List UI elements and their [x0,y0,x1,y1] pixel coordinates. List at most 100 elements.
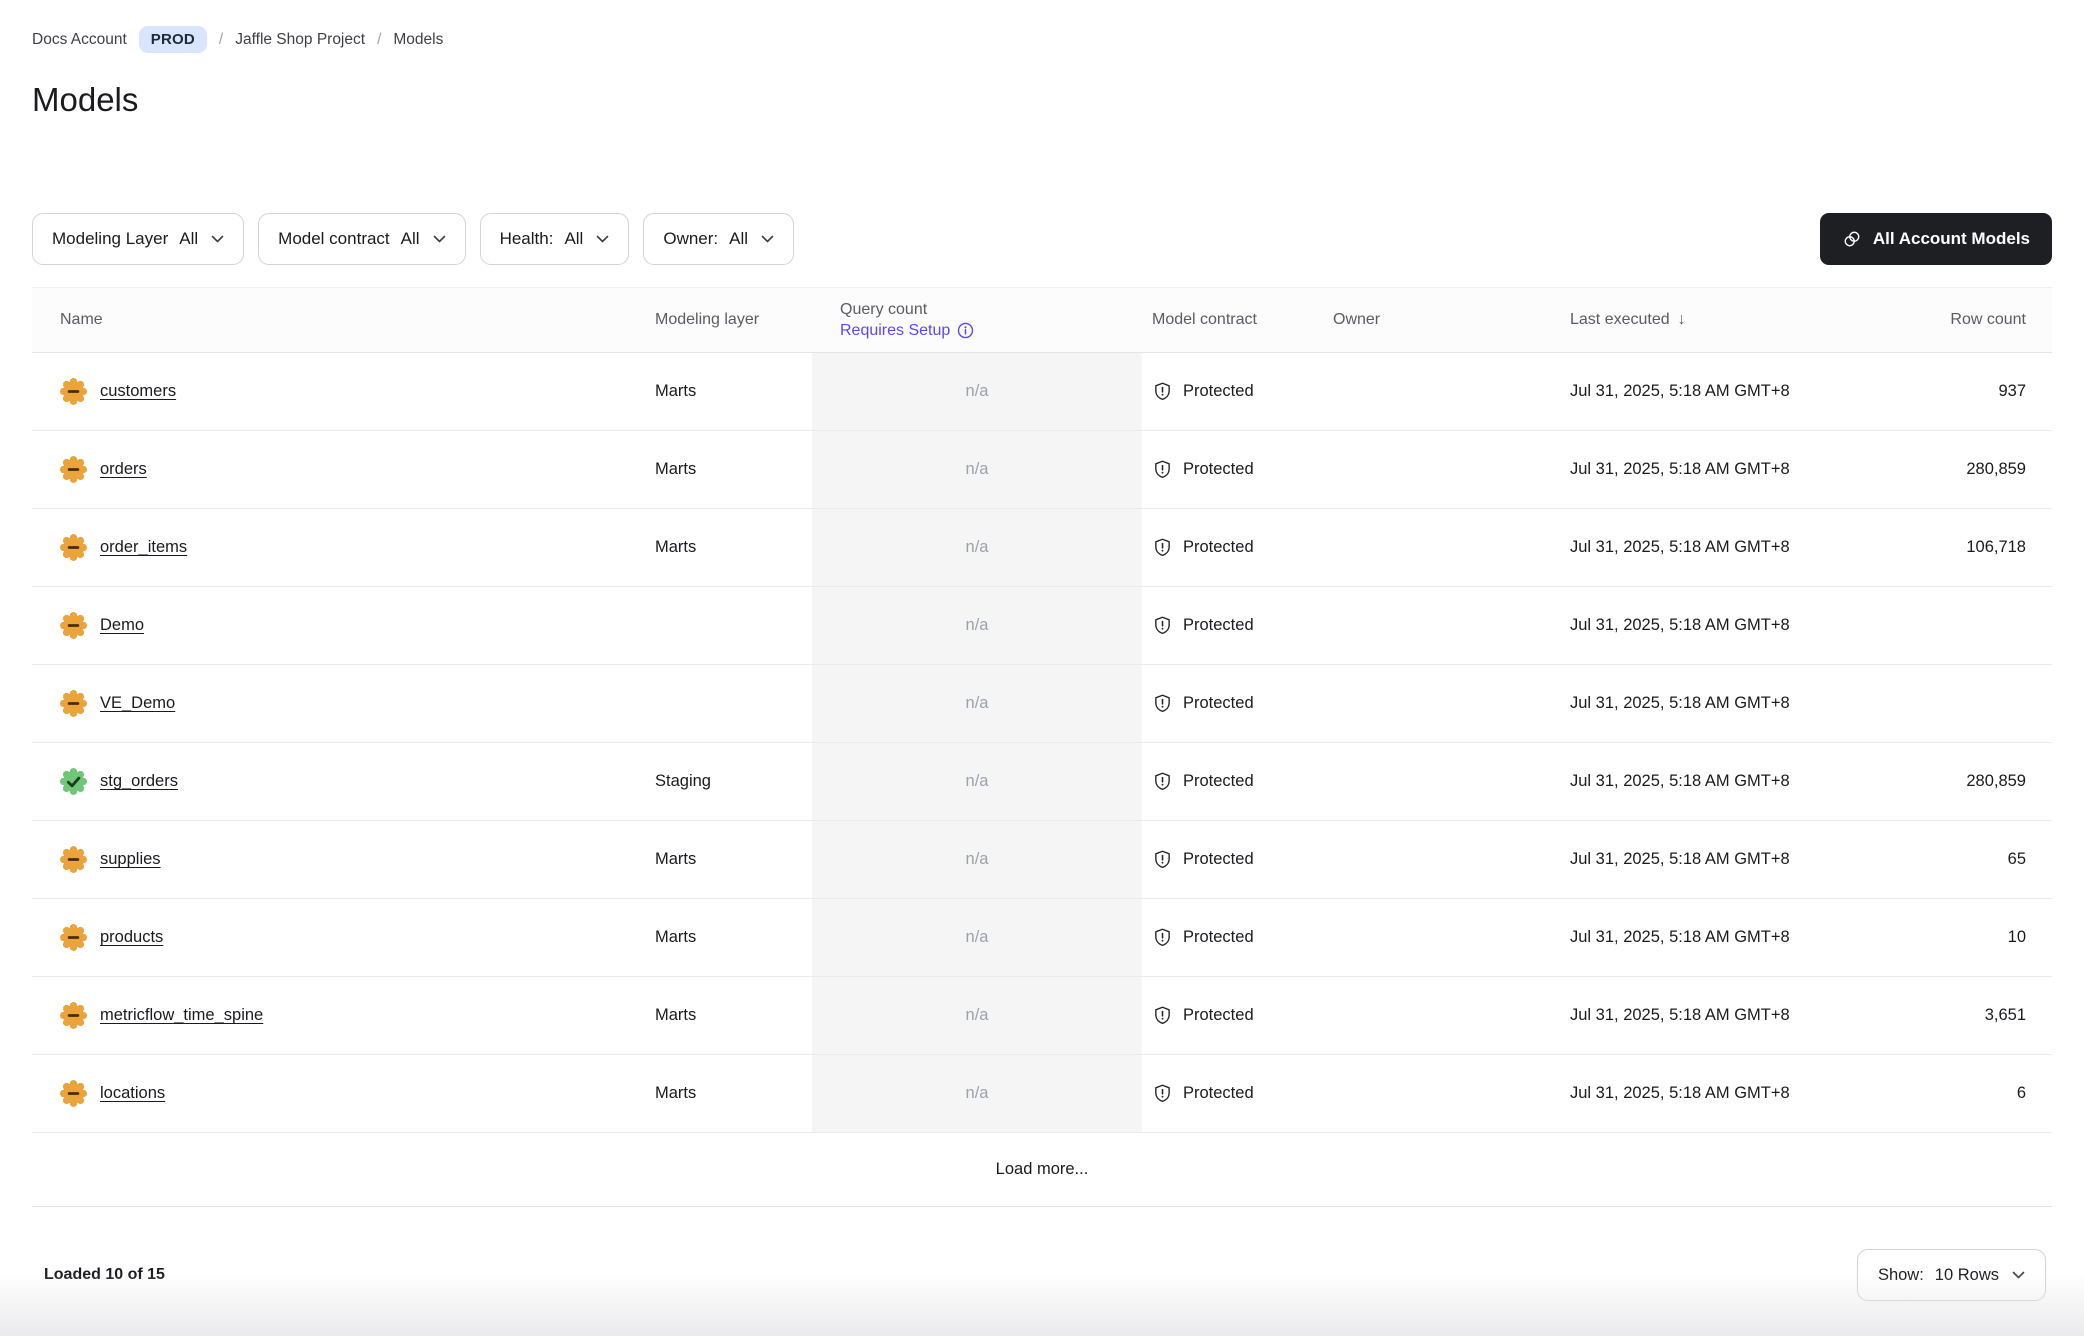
breadcrumb-account[interactable]: Docs Account [32,30,127,48]
modeling-layer-cell: Marts [655,382,697,400]
model-contract-label: Protected [1183,850,1254,868]
row-count-cell: 280,859 [1966,772,2026,790]
query-count-cell: n/a [812,587,1142,664]
query-count-cell: n/a [812,431,1142,508]
model-contract-label: Protected [1183,616,1254,634]
query-count-cell: n/a [812,1055,1142,1132]
row-count-cell: 6 [2016,1084,2026,1102]
column-header-last-executed[interactable]: Last executed ↓ [1570,311,1686,328]
table-row: order_items Marts n/a Protected Jul 31, … [32,509,2052,587]
chevron-down-icon [597,235,609,243]
table-row: locations Marts n/a Protected Jul 31, 20… [32,1055,2052,1133]
shield-exclamation-icon [1155,772,1170,790]
table-footer: Loaded 10 of 15 Show: 10 Rows [32,1249,2052,1301]
show-rows-dropdown[interactable]: Show: 10 Rows [1856,1249,2046,1301]
health-badge-icon [60,378,87,405]
last-executed-cell: Jul 31, 2025, 5:18 AM GMT+8 [1570,850,1790,868]
table-row: customers Marts n/a Protected Jul 31, 20… [32,353,2052,431]
model-link[interactable]: products [100,928,164,946]
filter-owner[interactable]: Owner: All [643,213,795,265]
breadcrumb-separator: / [377,30,382,48]
page-title: Models [32,81,139,118]
table-row: stg_orders Staging n/a Protected Jul 31,… [32,743,2052,821]
model-link[interactable]: orders [100,460,147,478]
load-more-button[interactable]: Load more... [32,1133,2052,1207]
sort-descending-icon: ↓ [1677,311,1686,328]
column-header-row-count[interactable]: Row count [1950,311,2026,328]
model-link[interactable]: metricflow_time_spine [100,1006,264,1024]
breadcrumb-project[interactable]: Jaffle Shop Project [235,30,366,48]
name-cell: orders [32,431,642,508]
filter-label: Health: [499,229,554,248]
health-badge-icon [60,456,87,483]
breadcrumb: Docs Account PROD / Jaffle Shop Project … [32,0,2052,53]
owner-cell [1322,509,1542,586]
model-link[interactable]: customers [100,382,177,400]
all-account-models-label: All Account Models [1872,229,2030,248]
model-contract-cell: Protected [1142,899,1322,976]
name-cell: Demo [32,587,642,664]
filter-value: All [179,229,199,248]
name-cell: metricflow_time_spine [32,977,642,1054]
model-contract-cell: Protected [1142,743,1322,820]
model-link[interactable]: supplies [100,850,161,868]
requires-setup-link[interactable]: Requires Setup [840,322,974,340]
modeling-layer-cell: Marts [655,1084,697,1102]
model-link[interactable]: locations [100,1084,166,1102]
health-badge-icon [60,768,87,795]
row-count-cell: 3,651 [1984,1006,2026,1024]
model-contract-cell: Protected [1142,665,1322,742]
last-executed-cell: Jul 31, 2025, 5:18 AM GMT+8 [1570,1084,1790,1102]
chevron-down-icon [211,235,224,243]
toolbar: Modeling Layer All Model contract All He… [32,213,2052,265]
all-account-models-button[interactable]: All Account Models [1819,213,2052,265]
last-executed-cell: Jul 31, 2025, 5:18 AM GMT+8 [1570,928,1790,946]
owner-cell [1322,1055,1542,1132]
row-count-cell [1852,587,2052,664]
modeling-layer-cell: Marts [655,850,697,868]
filter-health[interactable]: Health: All [479,213,630,265]
row-count-cell: 65 [2007,850,2026,868]
model-link[interactable]: stg_orders [100,772,178,790]
filter-modeling-layer[interactable]: Modeling Layer All [32,213,245,265]
shield-exclamation-icon [1155,850,1170,868]
breadcrumb-current: Models [393,30,444,48]
query-count-cell: n/a [812,665,1142,742]
model-contract-cell: Protected [1142,1055,1322,1132]
model-contract-cell: Protected [1142,353,1322,430]
modeling-layer-cell [642,587,812,664]
table-row: orders Marts n/a Protected Jul 31, 2025,… [32,431,2052,509]
model-link[interactable]: Demo [100,616,145,634]
health-badge-icon [60,612,87,639]
chevron-down-icon [2012,1271,2025,1279]
column-header-modeling-layer[interactable]: Modeling layer [655,311,760,328]
health-badge-icon [60,690,87,717]
column-header-name[interactable]: Name [60,311,103,328]
health-badge-icon [60,924,87,951]
model-contract-cell: Protected [1142,821,1322,898]
query-count-cell: n/a [812,977,1142,1054]
shield-exclamation-icon [1155,616,1170,634]
chevron-down-icon [761,235,774,243]
row-count-cell: 280,859 [1966,460,2026,478]
owner-cell [1322,353,1542,430]
filter-value: All [400,229,420,248]
owner-cell [1322,899,1542,976]
column-header-query-count: Query count Requires Setup [812,288,1142,352]
last-executed-cell: Jul 31, 2025, 5:18 AM GMT+8 [1570,1006,1790,1024]
row-count-cell: 106,718 [1966,538,2026,556]
loaded-status: Loaded 10 of 15 [44,1266,165,1283]
owner-cell [1322,977,1542,1054]
model-contract-label: Protected [1183,694,1254,712]
column-header-owner[interactable]: Owner [1333,311,1381,328]
model-contract-label: Protected [1183,460,1254,478]
filter-label: Model contract [278,229,390,248]
filter-model-contract[interactable]: Model contract All [258,213,466,265]
model-link[interactable]: order_items [100,538,188,556]
model-contract-cell: Protected [1142,509,1322,586]
modeling-layer-cell: Marts [655,928,697,946]
row-count-cell [1852,665,2052,742]
column-header-model-contract[interactable]: Model contract [1152,311,1257,328]
model-link[interactable]: VE_Demo [100,694,176,712]
